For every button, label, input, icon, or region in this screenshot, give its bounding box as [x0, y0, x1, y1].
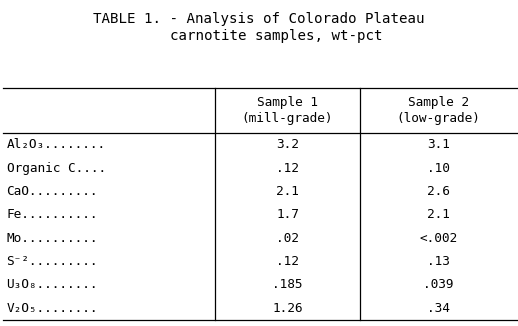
Text: 2.6: 2.6 — [427, 185, 450, 198]
Text: 1.26: 1.26 — [272, 302, 303, 315]
Text: 2.1: 2.1 — [427, 208, 450, 221]
Text: .13: .13 — [427, 255, 450, 268]
Text: Fe..........: Fe.......... — [7, 208, 98, 221]
Text: CaO.........: CaO......... — [7, 185, 98, 198]
Text: <.002: <.002 — [420, 232, 457, 245]
Text: (mill-grade): (mill-grade) — [242, 112, 333, 125]
Text: S⁻².........: S⁻²......... — [7, 255, 98, 268]
Text: .039: .039 — [423, 278, 454, 291]
Text: .12: .12 — [276, 162, 299, 174]
Text: carnotite samples, wt-pct: carnotite samples, wt-pct — [136, 29, 382, 43]
Text: .10: .10 — [427, 162, 450, 174]
Text: Sample 1: Sample 1 — [257, 96, 318, 109]
Text: 3.2: 3.2 — [276, 138, 299, 151]
Text: Organic C....: Organic C.... — [7, 162, 106, 174]
Text: .02: .02 — [276, 232, 299, 245]
Text: 1.7: 1.7 — [276, 208, 299, 221]
Text: Al₂O₃........: Al₂O₃........ — [7, 138, 106, 151]
Text: V₂O₅........: V₂O₅........ — [7, 302, 98, 315]
Text: TABLE 1. - Analysis of Colorado Plateau: TABLE 1. - Analysis of Colorado Plateau — [93, 12, 425, 26]
Text: .12: .12 — [276, 255, 299, 268]
Text: U₃O₈........: U₃O₈........ — [7, 278, 98, 291]
Text: 2.1: 2.1 — [276, 185, 299, 198]
Text: Sample 2: Sample 2 — [408, 96, 469, 109]
Text: .185: .185 — [272, 278, 303, 291]
Text: Mo..........: Mo.......... — [7, 232, 98, 245]
Text: .34: .34 — [427, 302, 450, 315]
Text: 3.1: 3.1 — [427, 138, 450, 151]
Text: (low-grade): (low-grade) — [397, 112, 480, 125]
